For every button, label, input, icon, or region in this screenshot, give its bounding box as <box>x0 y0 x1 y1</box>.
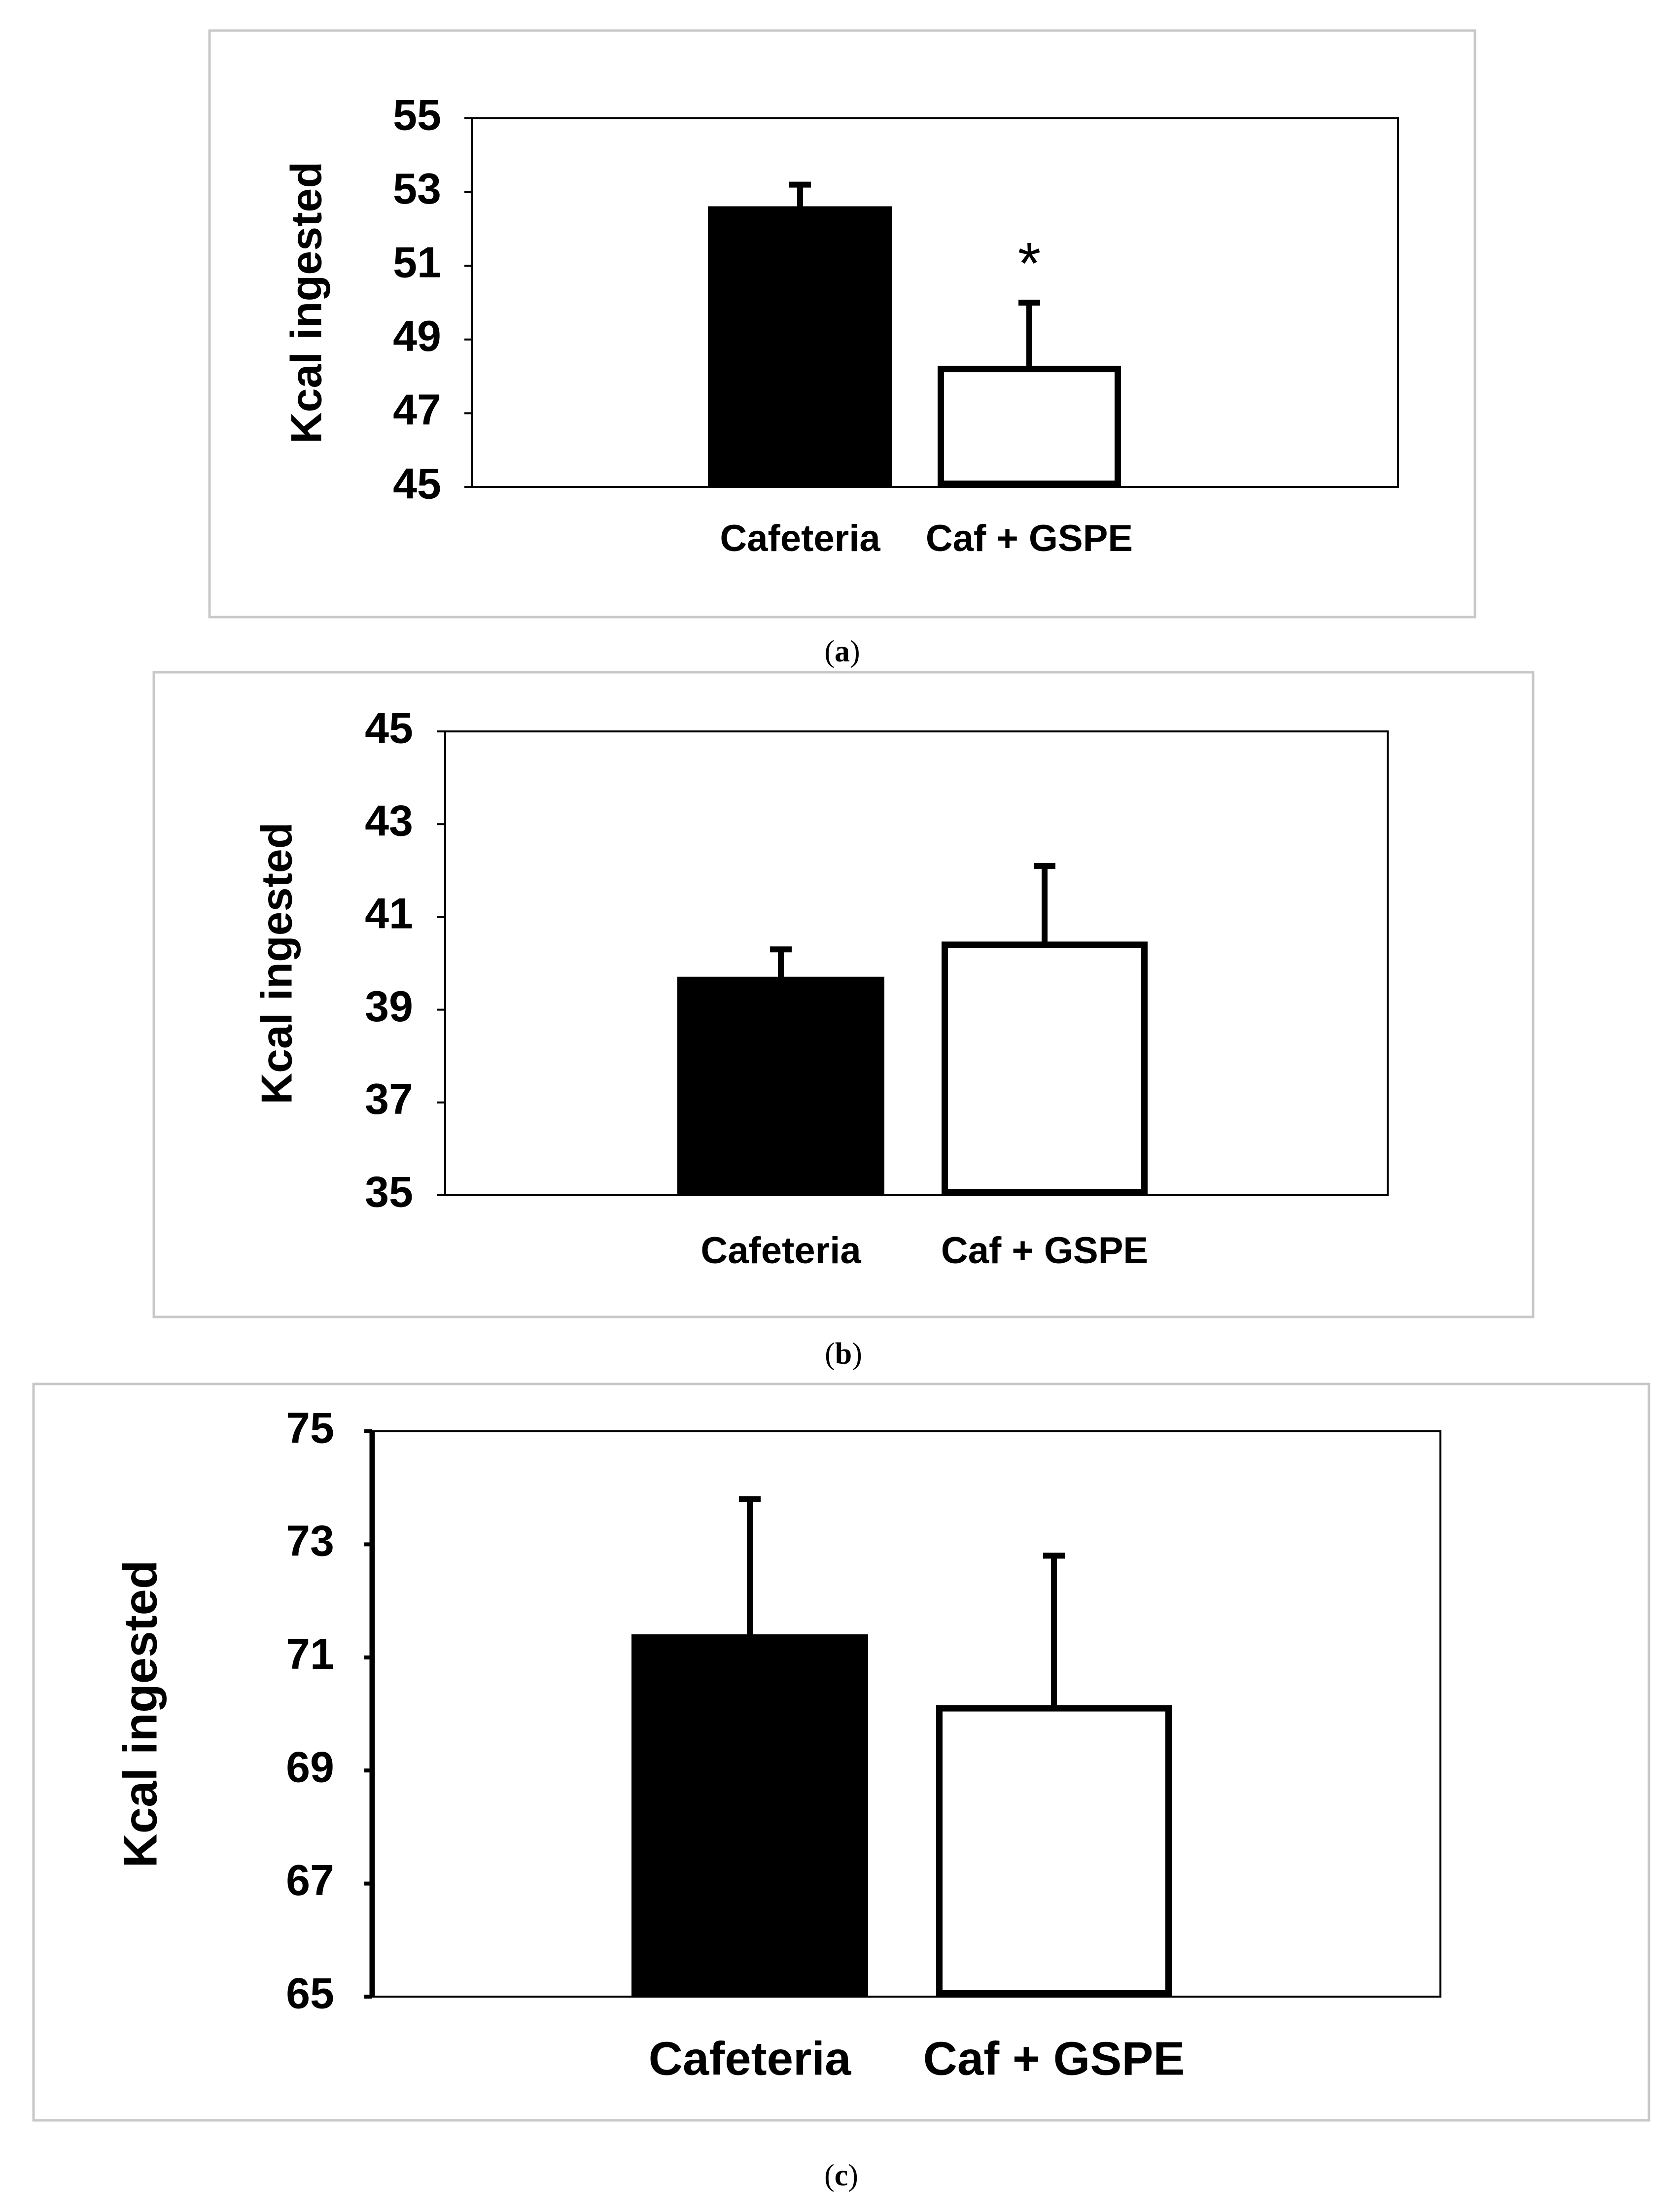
panel-label: (c) <box>824 2159 858 2192</box>
y-tick-label: 49 <box>393 311 441 360</box>
plot-area <box>371 1430 1441 1998</box>
y-axis-title: Kcal ingested <box>281 162 330 444</box>
bar <box>938 366 1121 487</box>
panel-frame <box>32 1382 1650 2122</box>
x-tick-label: Cafeteria <box>720 518 880 559</box>
y-axis-title: Kcal ingested <box>114 1560 167 1867</box>
y-tick-label: 39 <box>365 982 413 1031</box>
y-tick-label: 55 <box>393 90 441 139</box>
y-tick-label: 65 <box>286 1969 334 2017</box>
y-tick-label: 67 <box>286 1856 334 1904</box>
panel-frame <box>152 671 1535 1318</box>
plot-area <box>471 117 1399 488</box>
y-tick-label: 45 <box>365 703 413 752</box>
y-axis-title: Kcal ingested <box>252 822 301 1104</box>
x-tick-label: Caf + GSPE <box>941 1230 1148 1272</box>
significance-marker: * <box>1018 231 1041 297</box>
x-tick-label: Cafeteria <box>700 1230 861 1272</box>
y-tick-label: 41 <box>365 889 413 938</box>
y-tick-label: 73 <box>286 1517 334 1565</box>
y-tick-label: 53 <box>393 164 441 213</box>
y-tick-label: 43 <box>365 796 413 845</box>
y-tick-label: 35 <box>365 1167 413 1216</box>
y-tick-label: 75 <box>286 1403 334 1452</box>
y-tick-label: 47 <box>393 385 441 434</box>
x-tick-label: Caf + GSPE <box>926 518 1133 559</box>
panel-label: (b) <box>825 1337 862 1371</box>
bar <box>677 976 884 1196</box>
y-tick-label: 45 <box>393 459 441 508</box>
plot-area <box>444 730 1389 1196</box>
bar <box>631 1634 868 1997</box>
x-tick-label: Caf + GSPE <box>923 2032 1185 2085</box>
x-tick-label: Cafeteria <box>649 2032 851 2085</box>
bar <box>942 941 1148 1195</box>
bar <box>936 1705 1172 1997</box>
bar <box>708 206 892 487</box>
y-tick-label: 69 <box>286 1742 334 1791</box>
y-tick-label: 71 <box>286 1629 334 1678</box>
panel-label: (a) <box>824 635 860 668</box>
panel-frame <box>208 29 1476 619</box>
y-tick-label: 51 <box>393 238 441 286</box>
y-tick-label: 37 <box>365 1074 413 1123</box>
